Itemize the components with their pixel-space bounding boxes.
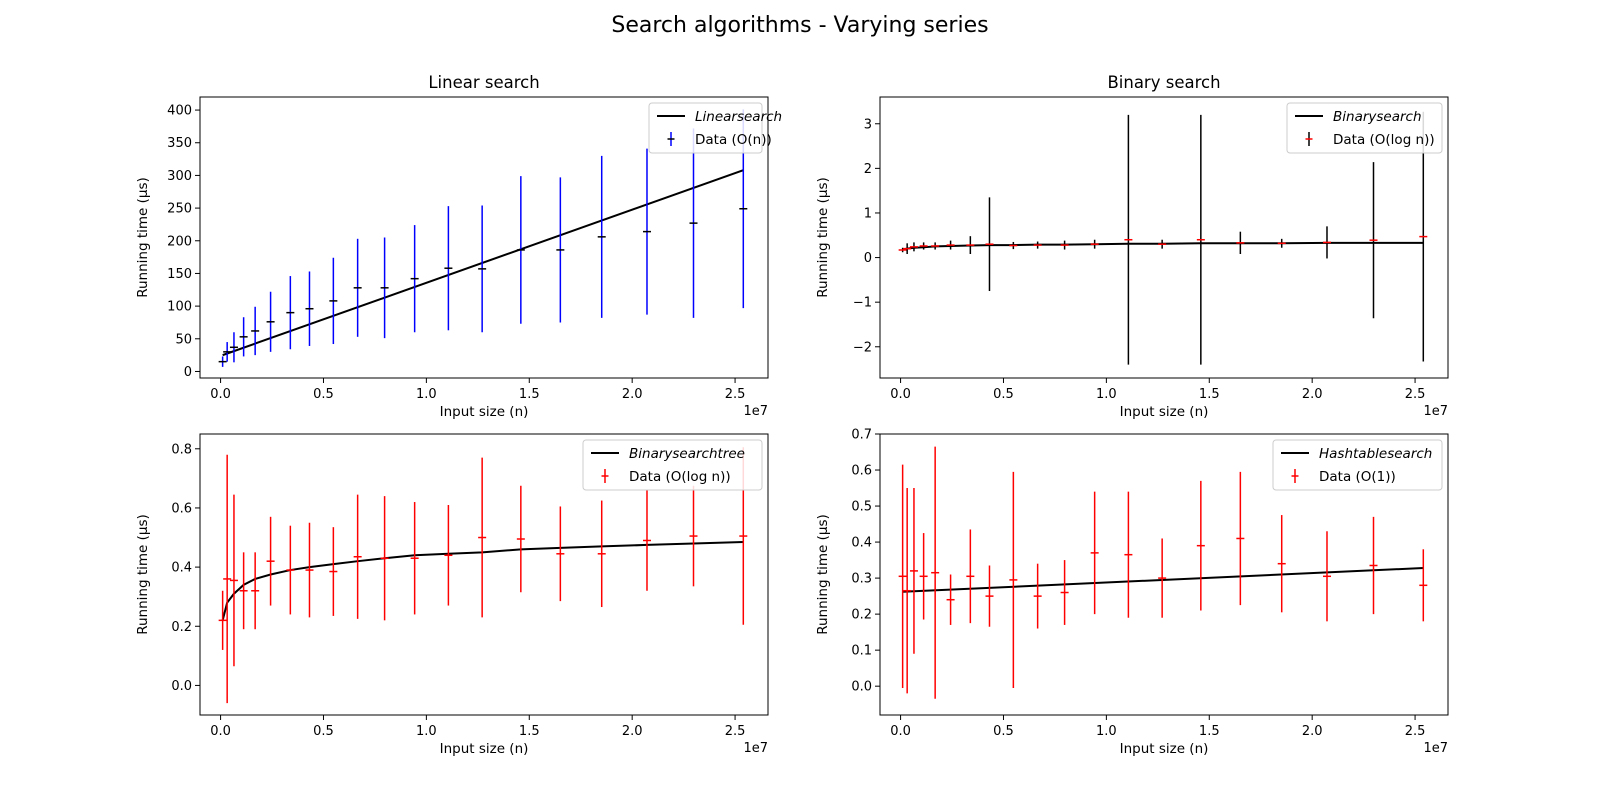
chart1-x-tick-label: 1.5: [519, 387, 540, 402]
chart4-y-tick-label: 0.5: [851, 500, 872, 515]
chart3-y-tick-label: 0.4: [171, 561, 192, 576]
chart3-x-tick-label: 0.0: [210, 724, 231, 739]
chart2-y-tick-label: 0: [864, 251, 872, 266]
chart4-x-tick-label: 0.0: [890, 724, 911, 739]
chart1-x-offset-label: 1e7: [743, 404, 768, 419]
chart2-x-tick-label: 0.5: [993, 387, 1014, 402]
chart4-y-axis-label: Running time (µs): [815, 514, 831, 635]
chart3-legend-label: Binarysearchtree: [629, 446, 745, 462]
chart1-y-tick-label: 50: [175, 332, 192, 347]
chart2-title: Binary search: [1107, 73, 1220, 92]
chart3-legend-box: [582, 439, 763, 491]
chart1-y-tick-label: 300: [167, 169, 192, 184]
chart3-y-tick-label: 0.8: [171, 442, 192, 457]
chart3-panel: 0.0 0.5 1.0 1.5 2.0 2.5 0.0 0.2 0.4 0.6 0.8 Input s…: [135, 433, 769, 757]
chart1-y-tick-label: 0: [184, 365, 192, 380]
chart2-y-axis-label: Running time (µs): [815, 177, 831, 298]
chart2-x-tick-label: 2.0: [1302, 387, 1323, 402]
chart3-y-tick-label: 0.2: [171, 620, 192, 635]
chart3-x-tick-label: 0.5: [313, 724, 334, 739]
chart4-y-tick-label: 0.2: [851, 608, 872, 623]
chart3-x-axis-label: Input size (n): [440, 741, 529, 757]
chart1-legend-label: Linearsearch: [695, 109, 782, 125]
chart2-x-tick-label: 2.5: [1405, 387, 1426, 402]
chart3-series-line: [221, 540, 744, 621]
chart3-legend-label: Data (O(log n)): [629, 469, 731, 485]
chart3-x-tick-label: 1.5: [519, 724, 540, 739]
chart3-y-tick-label: 0.0: [171, 679, 192, 694]
chart4-x-axis-label: Input size (n): [1120, 741, 1209, 757]
chart1-y-tick-label: 350: [167, 136, 192, 151]
chart4-y-tick-label: 0.0: [851, 680, 872, 695]
chart1-panel: Linear search 0.0 0.5 1.0 1.5 2.0 2.5 0 50 100 150…: [135, 73, 782, 420]
chart2-y-tick-label: −2: [853, 340, 872, 355]
chart4-x-tick-label: 0.5: [993, 724, 1014, 739]
chart3-axes-frame: [199, 433, 769, 716]
chart1-y-axis-label: Running time (µs): [135, 177, 151, 298]
chart1-y-tick-label: 400: [167, 104, 192, 119]
chart3-x-offset-label: 1e7: [743, 741, 768, 756]
chart2-y-tick-label: 1: [864, 206, 872, 221]
chart1-x-axis-label: Input size (n): [440, 404, 529, 420]
chart4-y-tick-label: 0.6: [851, 464, 872, 479]
chart4-x-tick-label: 2.0: [1302, 724, 1323, 739]
chart2-legend-label: Binarysearch: [1333, 109, 1422, 125]
chart4-x-offset-label: 1e7: [1423, 741, 1448, 756]
chart1-y-tick-label: 250: [167, 202, 192, 217]
chart2-axes-frame: [879, 96, 1449, 379]
chart1-legend: Linearsearch Data (O(n)): [648, 102, 782, 154]
chart4-x-tick-label: 2.5: [1405, 724, 1426, 739]
chart4-legend-label: Data (O(1)): [1319, 469, 1396, 485]
chart4-y-tick-label: 0.7: [851, 428, 872, 443]
chart1-x-tick-label: 1.0: [416, 387, 437, 402]
chart1-axes-frame: [199, 96, 769, 379]
chart4-series-line: [902, 567, 1424, 593]
chart2-y-tick-label: 3: [864, 117, 872, 132]
chart2-x-tick-label: 1.0: [1096, 387, 1117, 402]
chart2-y-tick-label: 2: [864, 162, 872, 177]
chart1-x-tick-label: 0.0: [210, 387, 231, 402]
chart2-series-line: [902, 241, 1424, 251]
chart4-y-tick-label: 0.1: [851, 644, 872, 659]
chart4-legend-box: [1272, 439, 1443, 491]
chart4-y-tick-label: 0.3: [851, 572, 872, 587]
chart4-legend-label: Hashtablesearch: [1319, 446, 1432, 462]
chart2-legend-label: Data (O(log n)): [1333, 132, 1435, 148]
chart2-legend-box: [1286, 102, 1443, 154]
chart2-x-axis-label: Input size (n): [1120, 404, 1209, 420]
chart3-y-axis-label: Running time (µs): [135, 514, 151, 635]
chart2-panel: Binary search 0.0 0.5 1.0 1.5 2.0 2.5 −2 −1 0 1 2 3 I…: [815, 73, 1449, 420]
chart2-legend: Binarysearch Data (O(log n)): [1286, 102, 1443, 154]
chart3-y-tick-label: 0.6: [171, 501, 192, 516]
chart4-panel: 0.0 0.5 1.0 1.5 2.0 2.5 0.0 0.1 0.2 0.3 0.4 0.5 0.6 0…: [815, 428, 1449, 757]
chart1-legend-label: Data (O(n)): [695, 132, 772, 148]
chart4-axes-frame: [879, 433, 1449, 716]
chart3-legend: Binarysearchtree Data (O(log n)): [582, 439, 763, 491]
chart1-series-line: [222, 169, 744, 357]
chart4-x-tick-label: 1.5: [1199, 724, 1220, 739]
chart3-x-tick-label: 1.0: [416, 724, 437, 739]
chart1-x-tick-label: 2.5: [725, 387, 746, 402]
chart1-x-tick-label: 2.0: [622, 387, 643, 402]
chart4-legend: Hashtablesearch Data (O(1)): [1272, 439, 1443, 491]
figure-title: Search algorithms - Varying series: [611, 13, 988, 38]
chart1-y-tick-label: 200: [167, 234, 192, 249]
chart1-x-tick-label: 0.5: [313, 387, 334, 402]
chart1-y-tick-label: 100: [167, 300, 192, 315]
chart4-x-tick-label: 1.0: [1096, 724, 1117, 739]
chart3-x-tick-label: 2.0: [622, 724, 643, 739]
chart2-x-offset-label: 1e7: [1423, 404, 1448, 419]
chart2-y-tick-label: −1: [853, 296, 872, 311]
chart2-x-tick-label: 0.0: [890, 387, 911, 402]
chart3-x-tick-label: 2.5: [725, 724, 746, 739]
chart2-x-tick-label: 1.5: [1199, 387, 1220, 402]
chart1-y-tick-label: 150: [167, 267, 192, 282]
chart1-title: Linear search: [428, 73, 539, 92]
chart4-y-tick-label: 0.4: [851, 536, 872, 551]
